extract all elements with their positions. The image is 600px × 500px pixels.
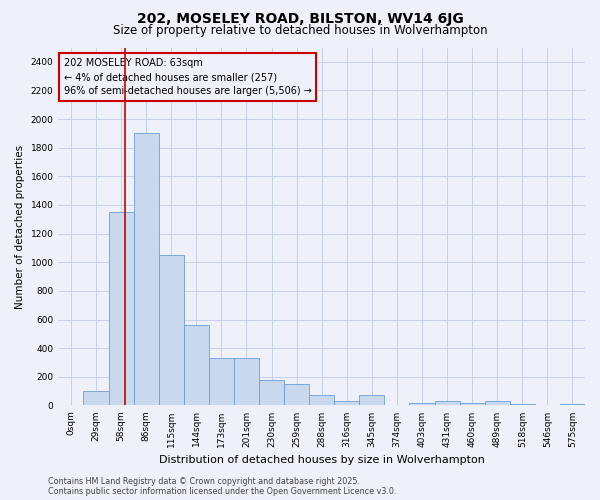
- Bar: [109, 212, 134, 406]
- Bar: [334, 401, 359, 406]
- Bar: [485, 401, 510, 406]
- Bar: [209, 358, 234, 406]
- Y-axis label: Number of detached properties: Number of detached properties: [15, 144, 25, 308]
- Bar: [409, 404, 434, 406]
- Bar: [184, 326, 209, 406]
- Bar: [134, 134, 159, 406]
- Text: Size of property relative to detached houses in Wolverhampton: Size of property relative to detached ho…: [113, 24, 487, 37]
- Bar: [234, 358, 259, 406]
- Bar: [460, 404, 485, 406]
- Bar: [560, 404, 585, 406]
- Bar: [510, 404, 535, 406]
- Bar: [83, 391, 109, 406]
- Bar: [359, 396, 385, 406]
- Text: 202 MOSELEY ROAD: 63sqm
← 4% of detached houses are smaller (257)
96% of semi-de: 202 MOSELEY ROAD: 63sqm ← 4% of detached…: [64, 58, 311, 96]
- Bar: [159, 255, 184, 406]
- Bar: [259, 380, 284, 406]
- Bar: [284, 384, 309, 406]
- Text: Contains HM Land Registry data © Crown copyright and database right 2025.
Contai: Contains HM Land Registry data © Crown c…: [48, 476, 397, 496]
- Bar: [309, 396, 334, 406]
- Text: 202, MOSELEY ROAD, BILSTON, WV14 6JG: 202, MOSELEY ROAD, BILSTON, WV14 6JG: [137, 12, 463, 26]
- Bar: [434, 401, 460, 406]
- X-axis label: Distribution of detached houses by size in Wolverhampton: Distribution of detached houses by size …: [159, 455, 485, 465]
